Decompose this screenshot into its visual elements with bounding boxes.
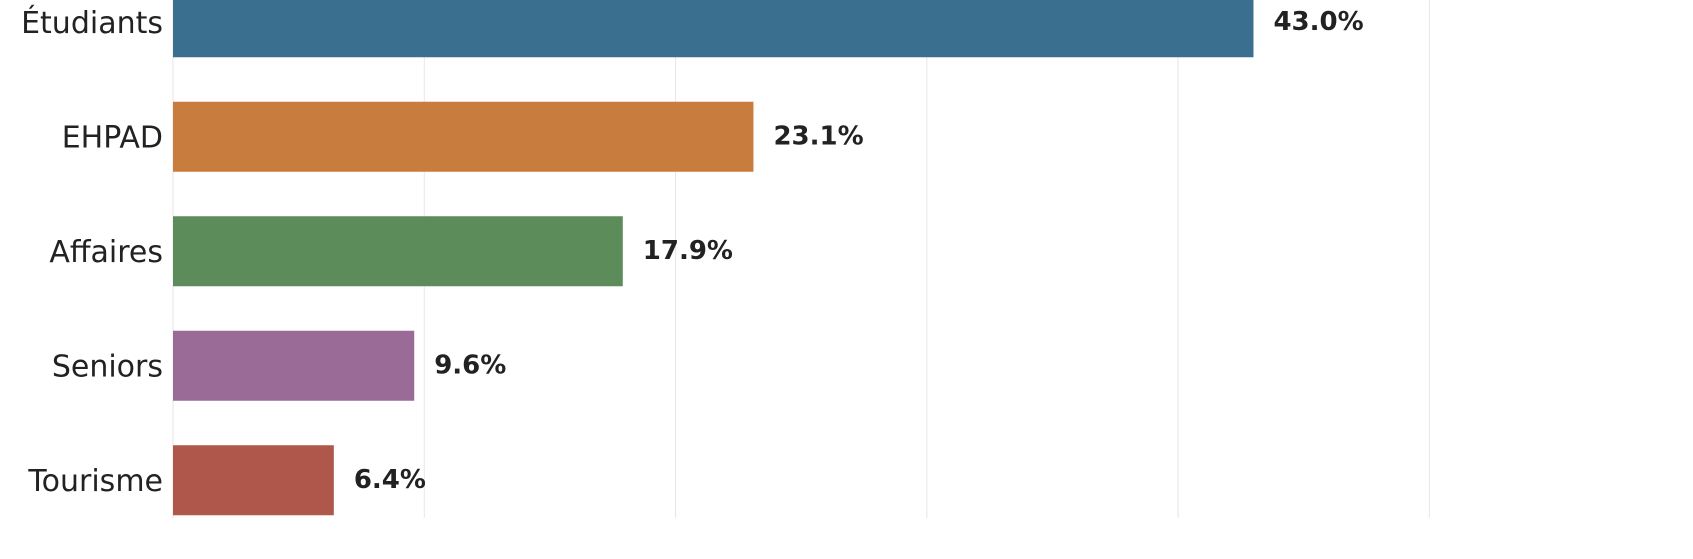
- category-label: Étudiants: [21, 5, 163, 41]
- value-label: 17.9%: [643, 236, 733, 266]
- category-label: Affaires: [49, 235, 163, 270]
- category-label: Seniors: [52, 349, 163, 384]
- value-label: 9.6%: [434, 350, 506, 380]
- bar: [173, 101, 754, 172]
- bar: [173, 0, 1254, 58]
- bar: [173, 330, 415, 401]
- value-label: 43.0%: [1273, 7, 1363, 37]
- bar: [173, 445, 334, 516]
- value-label: 23.1%: [773, 121, 863, 151]
- value-label: 6.4%: [354, 465, 426, 495]
- category-label: EHPAD: [62, 120, 163, 155]
- bar: [173, 216, 623, 287]
- category-label: Tourisme: [27, 464, 163, 499]
